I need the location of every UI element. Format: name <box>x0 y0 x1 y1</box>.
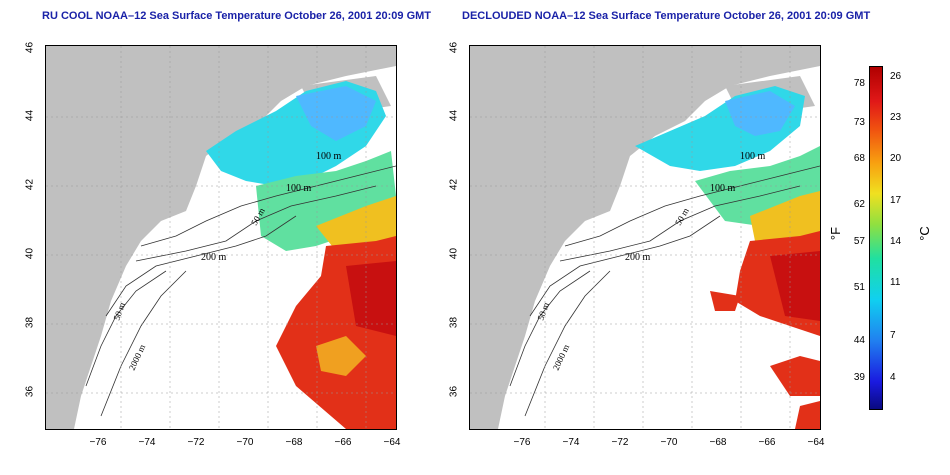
contour-label-50m: 50 m <box>673 206 691 227</box>
colorbar-f-tick: 57 <box>853 236 865 247</box>
land-mass <box>46 46 396 429</box>
y-tick-label: 38 <box>24 316 36 329</box>
x-tick-label: −72 <box>611 437 629 448</box>
colorbar-f-tick: 44 <box>853 335 865 346</box>
colorbar-c-tick: 20 <box>890 153 902 164</box>
colorbar-c-tick: 17 <box>890 195 902 206</box>
y-tick-label: 44 <box>448 109 460 122</box>
contour-label-100m: 100 m <box>286 183 312 194</box>
celsius-unit-label: °C <box>916 226 932 241</box>
x-tick-label: −72 <box>187 437 205 448</box>
colorbar-f-tick: 39 <box>853 372 865 383</box>
colorbar-f-tick: 78 <box>853 78 865 89</box>
x-tick-label: −74 <box>562 437 580 448</box>
land-mass <box>470 46 820 429</box>
contour-label-100m: 100 m <box>740 151 766 162</box>
y-tick-label: 46 <box>448 41 460 54</box>
colorbar-c-tick: 26 <box>890 71 902 82</box>
left-sst-map: 100 m 100 m 50 m 200 m 50 m 2000 m <box>45 45 397 430</box>
colorbar-f-tick: 51 <box>853 282 865 293</box>
y-tick-label: 42 <box>24 178 36 191</box>
y-tick-label: 44 <box>24 109 36 122</box>
colorbar-f-tick: 68 <box>853 153 865 164</box>
x-tick-label: −68 <box>709 437 727 448</box>
y-tick-label: 36 <box>24 385 36 398</box>
colorbar-c-tick: 23 <box>890 112 902 123</box>
colorbar-c-tick: 7 <box>890 330 896 341</box>
x-tick-label: −68 <box>285 437 303 448</box>
temperature-colorbar <box>869 66 883 410</box>
fahrenheit-unit-label: °F <box>828 226 844 241</box>
colorbar-c-tick: 11 <box>890 277 901 288</box>
contour-label-2000m: 2000 m <box>127 343 148 372</box>
colorbar-f-tick: 62 <box>853 199 865 210</box>
colorbar-c-tick: 14 <box>890 236 902 247</box>
contour-label-100m: 100 m <box>316 151 342 162</box>
colorbar-f-tick: 73 <box>853 117 865 128</box>
y-tick-label: 40 <box>24 247 36 260</box>
y-tick-label: 42 <box>448 178 460 191</box>
right-map-graphic: 100 m 100 m 50 m 200 m 50 m 2000 m <box>470 46 820 429</box>
left-map-title: RU COOL NOAA–12 Sea Surface Temperature … <box>42 10 432 22</box>
contour-label-200m: 200 m <box>625 252 651 263</box>
x-tick-label: −66 <box>758 437 776 448</box>
y-tick-label: 40 <box>448 247 460 260</box>
right-map-title: DECLOUDED NOAA–12 Sea Surface Temperatur… <box>462 10 871 22</box>
x-tick-label: −76 <box>89 437 107 448</box>
x-tick-label: −70 <box>236 437 254 448</box>
y-tick-label: 38 <box>448 316 460 329</box>
x-tick-label: −66 <box>334 437 352 448</box>
x-tick-label: −70 <box>660 437 678 448</box>
x-tick-label: −74 <box>138 437 156 448</box>
y-tick-label: 46 <box>24 41 36 54</box>
contour-label-200m: 200 m <box>201 252 227 263</box>
y-tick-label: 36 <box>448 385 460 398</box>
contour-label-2000m: 2000 m <box>551 343 572 372</box>
x-tick-label: −64 <box>383 437 401 448</box>
left-map-graphic: 100 m 100 m 50 m 200 m 50 m 2000 m <box>46 46 396 429</box>
x-tick-label: −64 <box>807 437 825 448</box>
colorbar-c-tick: 4 <box>890 372 896 383</box>
contour-label-100m: 100 m <box>710 183 736 194</box>
x-tick-label: −76 <box>513 437 531 448</box>
right-sst-map: 100 m 100 m 50 m 200 m 50 m 2000 m <box>469 45 821 430</box>
